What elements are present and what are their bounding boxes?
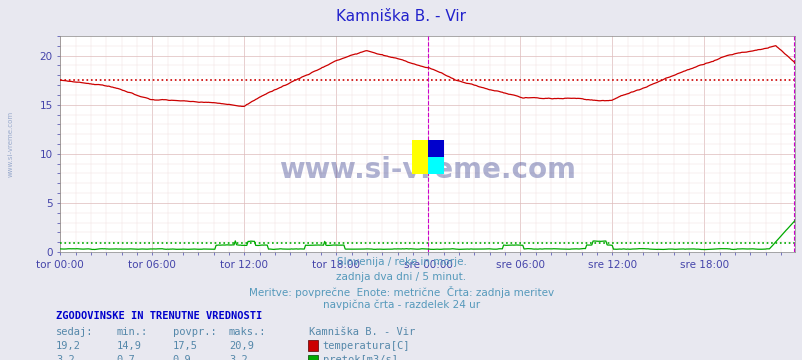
Text: sedaj:: sedaj:	[56, 327, 94, 337]
Text: ZGODOVINSKE IN TRENUTNE VREDNOSTI: ZGODOVINSKE IN TRENUTNE VREDNOSTI	[56, 311, 262, 321]
Text: 3,2: 3,2	[56, 355, 75, 360]
Text: temperatura[C]: temperatura[C]	[322, 341, 410, 351]
Bar	[411, 140, 427, 174]
Text: 17,5: 17,5	[172, 341, 197, 351]
Text: Kamniška B. - Vir: Kamniška B. - Vir	[336, 9, 466, 24]
Text: 0,9: 0,9	[172, 355, 191, 360]
Text: navpična črta - razdelek 24 ur: navpična črta - razdelek 24 ur	[322, 300, 480, 310]
Text: www.si-vreme.com: www.si-vreme.com	[7, 111, 14, 177]
Text: povpr.:: povpr.:	[172, 327, 216, 337]
Text: Meritve: povprečne  Enote: metrične  Črta: zadnja meritev: Meritve: povprečne Enote: metrične Črta:…	[249, 286, 553, 298]
Text: 0,7: 0,7	[116, 355, 135, 360]
Bar	[427, 140, 444, 157]
Bar	[427, 157, 444, 174]
Text: min.:: min.:	[116, 327, 148, 337]
Text: maks.:: maks.:	[229, 327, 266, 337]
Text: 14,9: 14,9	[116, 341, 141, 351]
Text: Kamniška B. - Vir: Kamniška B. - Vir	[309, 327, 415, 337]
Text: Slovenija / reke in morje.: Slovenija / reke in morje.	[336, 257, 466, 267]
Text: zadnja dva dni / 5 minut.: zadnja dva dni / 5 minut.	[336, 272, 466, 282]
Text: pretok[m3/s]: pretok[m3/s]	[322, 355, 397, 360]
Text: 3,2: 3,2	[229, 355, 247, 360]
Text: www.si-vreme.com: www.si-vreme.com	[279, 156, 575, 184]
Text: 20,9: 20,9	[229, 341, 253, 351]
Text: 19,2: 19,2	[56, 341, 81, 351]
